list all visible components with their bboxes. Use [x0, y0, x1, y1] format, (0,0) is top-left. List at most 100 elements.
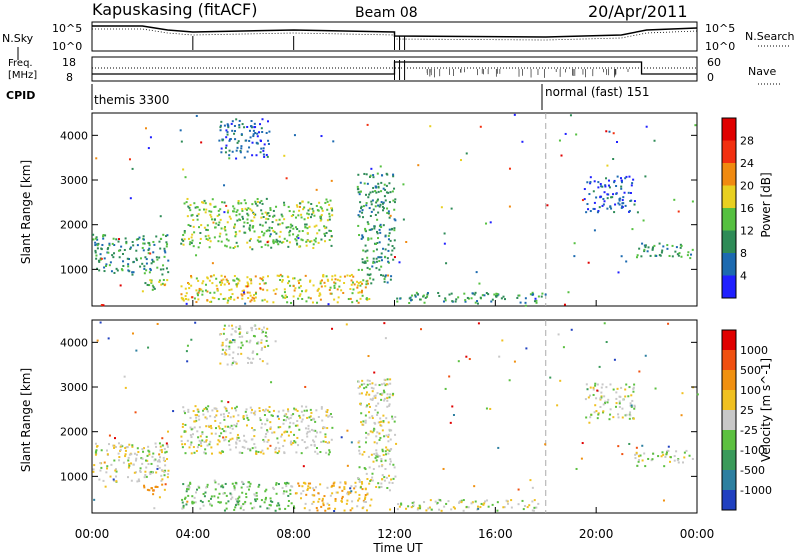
- data-cell: [224, 146, 227, 149]
- data-cell: [306, 435, 309, 438]
- data-cell: [212, 221, 215, 224]
- data-cell: [125, 240, 128, 243]
- data-cell: [185, 302, 188, 305]
- data-cell: [242, 503, 245, 506]
- data-cell: [208, 443, 211, 446]
- data-cell: [329, 199, 332, 202]
- data-cell: [368, 207, 371, 210]
- data-cell: [128, 453, 131, 456]
- data-cell: [186, 360, 189, 363]
- data-cell: [314, 450, 317, 453]
- data-cell: [381, 202, 384, 205]
- data-cell: [148, 471, 151, 474]
- data-cell: [394, 219, 397, 222]
- data-cell: [252, 211, 255, 214]
- data-cell: [298, 245, 301, 248]
- data-cell: [330, 235, 333, 238]
- data-cell: [517, 503, 520, 506]
- data-cell: [269, 426, 272, 429]
- data-cell: [120, 245, 123, 248]
- data-cell: [100, 257, 103, 260]
- data-cell: [283, 218, 286, 221]
- data-cell: [653, 244, 656, 247]
- data-cell: [317, 241, 320, 244]
- data-cell: [235, 498, 238, 501]
- data-cell: [221, 201, 224, 204]
- data-cell: [620, 206, 623, 209]
- data-cell: [402, 218, 405, 221]
- data-cell: [263, 414, 266, 417]
- data-cell: [182, 234, 185, 237]
- data-cell: [277, 243, 280, 246]
- data-cell: [228, 345, 231, 348]
- data-cell: [194, 501, 197, 504]
- data-cell: [292, 277, 295, 280]
- data-cell: [378, 432, 381, 435]
- data-cell: [212, 274, 215, 277]
- data-cell: [208, 279, 211, 282]
- data-cell: [389, 191, 392, 194]
- data-cell: [96, 267, 99, 270]
- data-cell: [322, 426, 325, 429]
- data-cell: [261, 224, 264, 227]
- data-cell: [246, 447, 249, 450]
- data-cell: [677, 458, 680, 461]
- data-cell: [242, 415, 245, 418]
- data-cell: [362, 216, 365, 219]
- data-cell: [310, 240, 313, 243]
- data-cell: [357, 386, 360, 389]
- data-cell: [586, 388, 589, 391]
- data-cell: [162, 456, 165, 459]
- data-cell: [588, 193, 591, 196]
- data-cell: [233, 279, 236, 282]
- data-cell: [159, 268, 162, 271]
- data-cell: [210, 427, 213, 430]
- data-cell: [225, 436, 228, 439]
- data-cell: [184, 295, 187, 298]
- data-cell: [236, 146, 239, 149]
- data-cell: [141, 262, 144, 265]
- data-cell: [263, 282, 266, 285]
- y-tick-label: 2000: [60, 426, 88, 439]
- data-cell: [341, 495, 344, 498]
- data-cell: [387, 212, 390, 215]
- data-cell: [147, 346, 150, 349]
- data-cell: [265, 488, 268, 491]
- data-cell: [489, 221, 492, 224]
- data-cell: [238, 325, 241, 328]
- data-cell: [227, 209, 230, 212]
- data-cell: [153, 243, 156, 246]
- data-cell: [313, 440, 316, 443]
- data-cell: [238, 126, 241, 129]
- data-cell: [264, 435, 267, 438]
- data-cell: [142, 235, 145, 238]
- data-cell: [101, 243, 104, 246]
- data-cell: [501, 339, 504, 342]
- data-cell: [277, 441, 280, 444]
- data-cell: [295, 239, 298, 242]
- data-cell: [372, 397, 375, 400]
- data-cell: [524, 301, 527, 304]
- data-cell: [364, 421, 367, 424]
- data-cell: [213, 416, 216, 419]
- data-cell: [253, 493, 256, 496]
- data-cell: [371, 382, 374, 385]
- data-cell: [254, 494, 257, 497]
- data-cell: [261, 118, 264, 121]
- data-cell: [484, 500, 487, 503]
- data-cell: [183, 497, 186, 500]
- data-cell: [238, 327, 241, 330]
- data-cell: [378, 205, 381, 208]
- data-cell: [618, 402, 621, 405]
- data-cell: [376, 454, 379, 457]
- data-cell: [326, 441, 329, 444]
- data-cell: [360, 392, 363, 395]
- data-cell: [271, 431, 274, 434]
- data-cell: [245, 208, 248, 211]
- data-cell: [434, 500, 437, 503]
- data-cell: [234, 506, 237, 509]
- data-cell: [229, 416, 232, 419]
- data-cell: [190, 436, 193, 439]
- data-cell: [476, 302, 479, 305]
- data-cell: [371, 265, 374, 268]
